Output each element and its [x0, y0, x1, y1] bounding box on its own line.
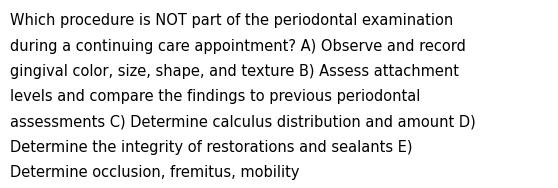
Text: Which procedure is NOT part of the periodontal examination: Which procedure is NOT part of the perio… [10, 13, 453, 28]
Text: assessments C) Determine calculus distribution and amount D): assessments C) Determine calculus distri… [10, 115, 476, 130]
Text: during a continuing care appointment? A) Observe and record: during a continuing care appointment? A)… [10, 39, 466, 54]
Text: Determine the integrity of restorations and sealants E): Determine the integrity of restorations … [10, 140, 412, 155]
Text: Determine occlusion, fremitus, mobility: Determine occlusion, fremitus, mobility [10, 165, 300, 180]
Text: levels and compare the findings to previous periodontal: levels and compare the findings to previ… [10, 89, 420, 104]
Text: gingival color, size, shape, and texture B) Assess attachment: gingival color, size, shape, and texture… [10, 64, 459, 79]
